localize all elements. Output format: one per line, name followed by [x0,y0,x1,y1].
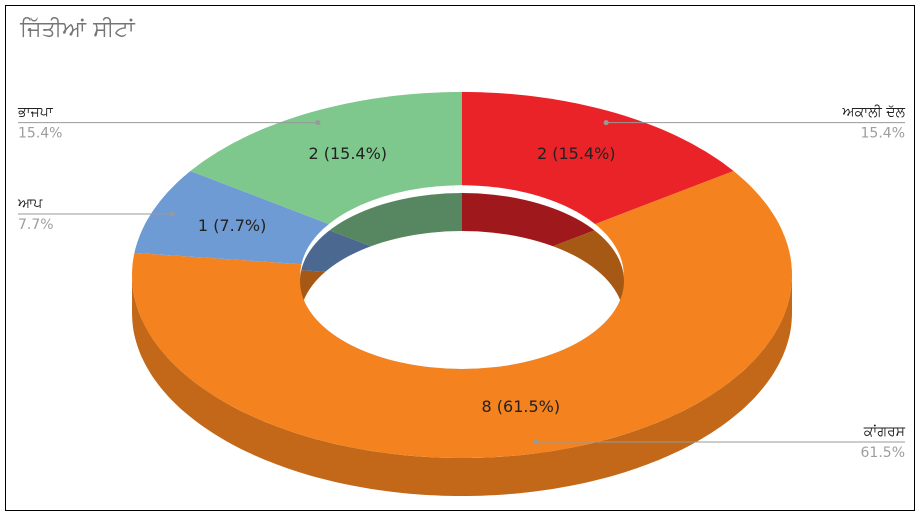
slice [132,171,792,458]
legend-percent: 15.4% [18,126,62,142]
legend-percent: 61.5% [861,445,905,461]
legend-label: ਭਾਜਪਾ [17,105,54,121]
leader-dot [533,439,539,445]
legend-percent: 7.7% [18,217,54,233]
leader-dot [603,120,609,126]
chart-title: ਜਿੱਤੀਆਂ ਸੀਟਾਂ [19,17,136,42]
slice [190,92,462,225]
legend-percent: 15.4% [861,126,905,142]
data-label: 2 (15.4%) [308,144,387,163]
inner-wall [462,193,624,281]
slice [462,92,734,225]
data-label: 2 (15.4%) [537,144,616,163]
data-label: 8 (61.5%) [482,397,561,416]
legend-label: ਅਕਾਲੀ ਦੱਲ [842,105,906,121]
slice-side [132,275,792,496]
leader-dot [169,211,175,217]
legend-label: ਕਾਂਗਰਸ [863,424,906,440]
legend-label: ਆਪ [17,196,43,212]
slice [134,171,329,265]
leader-dot [315,120,321,126]
data-label: 1 (7.7%) [198,216,266,235]
inner-wall [300,193,462,281]
